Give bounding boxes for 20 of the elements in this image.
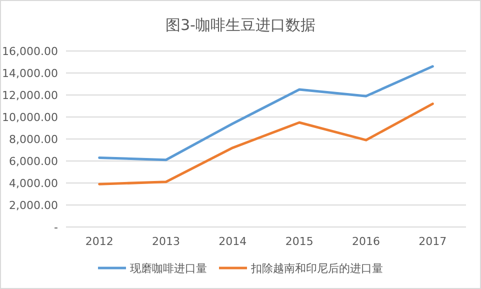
x-tick-label: 2017 [418, 235, 447, 248]
x-tick-label: 2016 [352, 235, 380, 248]
line-series [98, 65, 434, 162]
y-tick-label: 16,000.00 [2, 45, 58, 58]
line-series [98, 102, 434, 186]
chart-title: 图3-咖啡生豆进口数据 [166, 16, 316, 34]
x-tick-label: 2015 [285, 235, 314, 248]
y-tick-label: 4,000.00 [9, 177, 58, 190]
y-tick-label: 8,000.00 [9, 133, 58, 146]
y-tick-label: 2,000.00 [9, 199, 58, 212]
y-tick-label: 10,000.00 [2, 111, 58, 124]
y-tick-label: - [54, 221, 58, 234]
legend-label: 现磨咖啡进口量 [130, 262, 207, 275]
x-tick-label: 2013 [152, 235, 180, 248]
x-tick-label: 2012 [85, 235, 114, 248]
x-tick-label: 2014 [218, 235, 247, 248]
y-tick-label: 12,000.00 [2, 89, 58, 102]
y-tick-label: 6,000.00 [9, 155, 58, 168]
y-tick-label: 14,000.00 [2, 67, 58, 80]
legend-label: 扣除越南和印尼后的进口量 [250, 262, 383, 275]
